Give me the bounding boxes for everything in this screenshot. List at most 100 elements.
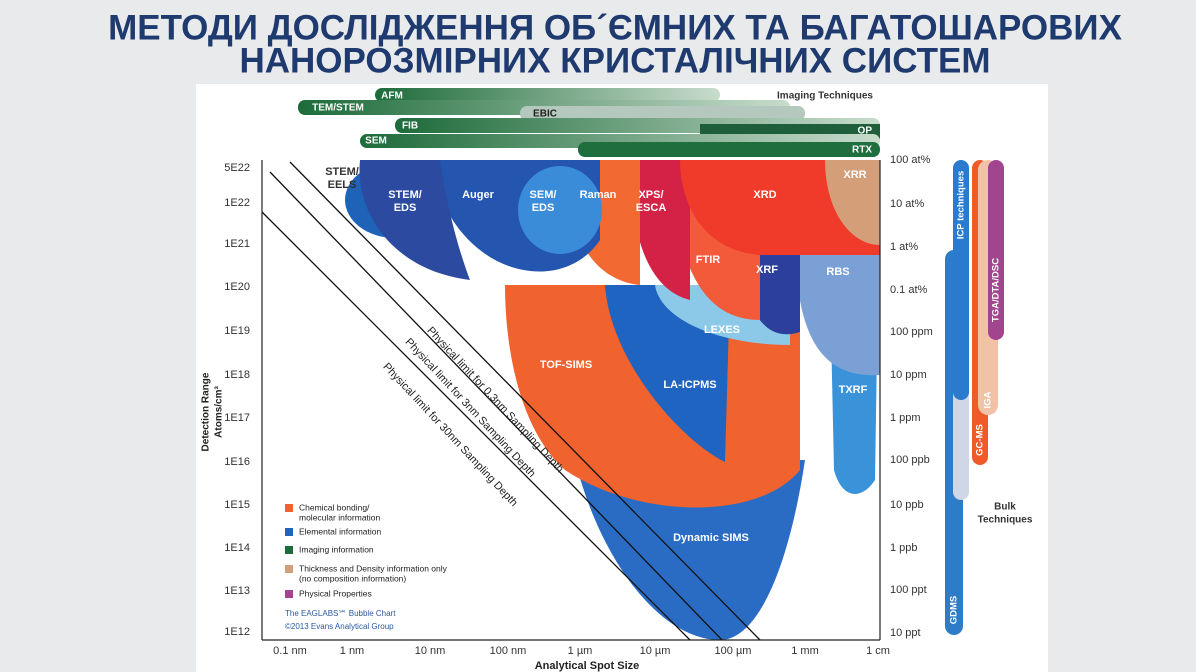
region-label: STEM/: [325, 166, 359, 178]
x-tick-label: 1 µm: [568, 645, 593, 657]
bar-icp-top: [953, 160, 969, 400]
bulk-label: ICP techniques: [956, 171, 967, 239]
credit: ©2013 Evans Analytical Group: [285, 622, 394, 631]
y2-tick-label: 100 ppb: [890, 454, 930, 466]
region-label: RBS: [826, 266, 849, 278]
y2-tick-label: 100 at%: [890, 154, 931, 166]
x-axis-label: Analytical Spot Size: [535, 660, 640, 672]
bulk-label: TGA/DTA/DSC: [991, 258, 1002, 322]
region-label: ESCA: [636, 202, 667, 214]
legend-label: Elemental information: [299, 526, 381, 536]
region-label: STEM/: [388, 189, 422, 201]
region-label: XRF: [756, 264, 778, 276]
shape-xrr: [825, 160, 880, 245]
y2-tick-label: 10 at%: [890, 198, 924, 210]
limit-line: [269, 171, 723, 641]
y-tick-label: 1E20: [224, 281, 250, 293]
limit-line: [261, 211, 691, 641]
shape-la-icpms: [605, 285, 730, 462]
x-tick-label: 10 nm: [415, 645, 446, 657]
y2-tick-label: 100 ppm: [890, 326, 933, 338]
bulk-label: IGA: [983, 391, 994, 408]
region-label: TOF-SIMS: [540, 359, 592, 371]
region-label: EDS: [532, 202, 555, 214]
shape-sem-eds: [518, 166, 602, 254]
y2-tick-label: 10 ppb: [890, 499, 924, 511]
y-tick-label: 1E15: [224, 499, 250, 511]
imaging-label: FIB: [402, 121, 418, 132]
title-line: МЕТОДИ ДОСЛІДЖЕННЯ ОБ´ЄМНИХ ТА БАГАТОШАР…: [108, 8, 1123, 47]
y2-tick-label: 1 ppb: [890, 542, 918, 554]
legend-label: Chemical bonding/: [299, 502, 370, 512]
limit-lines: [261, 161, 761, 641]
y2-tick-label: 1 at%: [890, 241, 918, 253]
legend-label: Imaging information: [299, 544, 374, 554]
y-axis-label: Atoms/cm³: [214, 385, 225, 437]
credit: The EAGLABS℠ Bubble Chart: [285, 609, 396, 618]
region-label: LEXES: [704, 324, 740, 336]
bar-tga: [988, 160, 1004, 340]
legend-label: Thickness and Density information only: [299, 563, 448, 573]
region-label: Auger: [462, 189, 495, 201]
x-tick-label: 1 nm: [340, 645, 364, 657]
region-label: Dynamic SIMS: [673, 532, 749, 544]
x-tick-label: 100 nm: [490, 645, 527, 657]
shape-stem-eds: [359, 160, 470, 280]
imaging-label: AFM: [381, 91, 403, 102]
bar-ebic: [520, 106, 805, 121]
shape-xps: [630, 160, 690, 300]
region-label: Raman: [580, 189, 617, 201]
region-label: XRD: [753, 189, 776, 201]
x-tick-label: 100 µm: [715, 645, 752, 657]
bulk-title: Bulk: [994, 502, 1016, 513]
shape-dynamic-sims: [575, 460, 805, 640]
bar-afm: [375, 88, 720, 102]
y2-tick-label: 100 ppt: [890, 584, 927, 596]
y-axis-label: Detection Range: [201, 372, 212, 451]
region-label: XRR: [843, 169, 866, 181]
region-label: LA-ICPMS: [663, 379, 716, 391]
legend-label: molecular information: [299, 512, 381, 522]
region-label: XPS/: [638, 189, 663, 201]
bar-rtx: [578, 142, 880, 157]
y-tick-label: 1E13: [224, 585, 250, 597]
legend-swatch: [285, 590, 293, 598]
legend-swatch: [285, 528, 293, 536]
legend-swatch: [285, 546, 293, 554]
y-tick-label: 1E17: [224, 412, 250, 424]
bulk-label: GC-MS: [975, 424, 986, 456]
y-tick-label: 1E22: [224, 197, 250, 209]
y2-tick-label: 1 ppm: [890, 412, 921, 424]
imaging-label: TEM/STEM: [312, 103, 364, 114]
y-tick-label: 1E19: [224, 325, 250, 337]
y-tick-label: 1E12: [224, 626, 250, 638]
x-tick-label: 10 µm: [640, 645, 671, 657]
imaging-label: SEM: [365, 136, 387, 147]
y2-tick-label: 0.1 at%: [890, 284, 928, 296]
axes: [261, 160, 881, 641]
shape-rbs: [795, 250, 880, 376]
region-label: TXRF: [839, 384, 868, 396]
imaging-title: Imaging Techniques: [777, 91, 873, 102]
bubbles: [345, 160, 880, 640]
bulk-bars: [945, 160, 1004, 635]
region-label: SEM/: [530, 189, 557, 201]
region-label: FTIR: [696, 254, 720, 266]
y-tick-label: 1E18: [224, 369, 250, 381]
x-tick-label: 0.1 nm: [273, 645, 307, 657]
imaging-label: EBIC: [533, 109, 557, 120]
limit-line: [289, 161, 761, 641]
x-tick-label: 1 mm: [791, 645, 819, 657]
legend-label: (no composition information): [299, 573, 406, 583]
bulk-label: GDMS: [949, 596, 960, 625]
y2-tick-label: 10 ppt: [890, 627, 921, 639]
y-tick-label: 1E14: [224, 542, 250, 554]
region-label: EDS: [394, 202, 417, 214]
bulk-title: Techniques: [978, 515, 1033, 526]
imaging-label: OP: [858, 126, 873, 137]
legend-swatch: [285, 565, 293, 573]
legend-swatch: [285, 504, 293, 512]
x-tick-label: 1 cm: [866, 645, 890, 657]
